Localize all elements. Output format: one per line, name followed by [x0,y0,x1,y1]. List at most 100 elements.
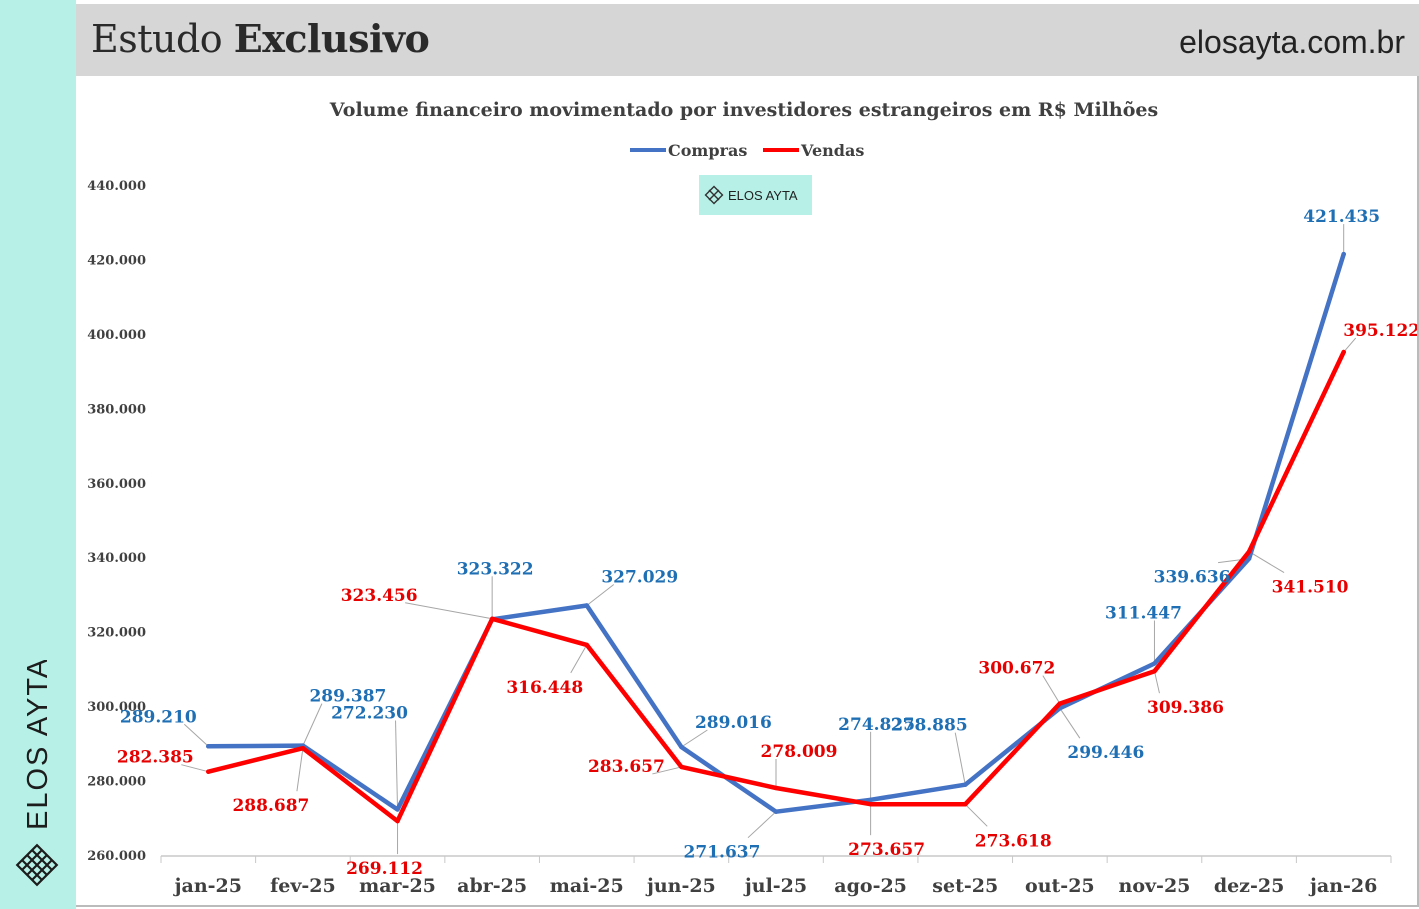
y-tick-label: 320.000 [87,626,146,641]
leader-line [954,732,966,785]
data-label-vendas: 278.009 [761,742,838,762]
data-point-compras [1152,661,1157,666]
header: Estudo Exclusivo elosayta.com.br [76,4,1419,76]
data-label-vendas: 316.448 [506,678,583,698]
data-label-compras: 339.636 [1154,568,1231,588]
data-point-compras [773,809,779,814]
data-label-vendas: 395.122 [1343,321,1419,341]
data-label-vendas: 341.510 [1272,578,1349,598]
x-tick-label: out-25 [1025,875,1095,897]
y-tick-label: 340.000 [87,551,146,566]
x-tick-label: jun-25 [645,875,716,897]
data-point-compras [206,744,211,749]
y-tick-label: 400.000 [87,328,146,343]
legend-vendas-label: Vendas [800,141,864,160]
series-line-compras [206,251,1346,814]
x-tick-label: nov-25 [1119,875,1191,897]
data-point-vendas [1341,349,1346,355]
leader-line [296,748,304,792]
data-point-vendas [489,616,495,622]
leader-line [570,644,588,674]
y-tick-label: 440.000 [87,179,146,194]
leader-line [1042,675,1061,704]
watermark-text: ELOS AYTA [728,188,798,203]
data-point-vendas [868,801,873,807]
data-label-vendas: 323.456 [341,586,418,606]
x-tick-label: mai-25 [550,875,624,897]
line-chart: Volume financeiro movimentado por invest… [87,99,1419,897]
leader-line [1153,671,1160,694]
data-label-compras: 327.029 [601,568,678,588]
sidebar: ELOS AYTA [0,0,76,909]
data-point-vendas [300,746,306,751]
x-tick-label: ago-25 [834,875,907,897]
data-point-compras [1341,251,1346,257]
data-point-vendas [773,785,779,791]
data-label-compras: 274.825 [838,715,915,735]
data-point-compras [584,603,589,608]
leader-line [964,803,988,827]
data-point-compras [679,744,684,750]
data-label-vendas: 282.385 [117,748,194,768]
data-label-vendas: 288.687 [232,796,309,816]
x-tick-label: abr-25 [457,875,527,897]
data-label-compras: 289.387 [309,687,386,707]
leader-line [302,703,323,746]
data-point-vendas [963,802,968,807]
data-point-vendas [584,642,589,648]
leader-line [652,766,682,775]
y-tick-label: 380.000 [87,402,146,417]
x-tick-label: fev-25 [270,875,336,897]
data-label-vendas: 300.672 [978,659,1055,679]
data-label-vendas: 273.657 [848,840,925,860]
leader-line [586,584,615,606]
data-point-vendas [1152,668,1157,674]
legend-compras-label: Compras [668,141,747,160]
title-bold: Exclusivo [233,16,430,61]
data-point-vendas [1057,701,1063,706]
leader-line [681,729,708,748]
data-point-vendas [206,769,211,774]
x-tick-label: mar-25 [359,875,436,897]
data-point-compras [963,782,968,787]
data-label-compras: 289.016 [695,713,772,733]
page-title: Estudo Exclusivo [91,16,430,61]
leader-line [1343,337,1357,353]
y-tick-label: 360.000 [87,477,146,492]
chart-title: Volume financeiro movimentado por invest… [329,99,1158,121]
data-point-vendas [679,764,684,770]
data-label-compras: 278.885 [891,716,968,736]
legend: Compras Vendas [630,141,864,160]
leader-line [183,723,209,747]
watermark-logo-icon [704,185,724,205]
data-label-vendas: 273.618 [975,831,1052,851]
data-label-compras: 299.446 [1067,743,1144,763]
axes: 260.000 280.000 300.000 320.000 340.000 360.0… [87,179,1392,897]
sidebar-brand: ELOS AYTA [15,660,59,887]
label-leader-lines [181,224,1357,855]
x-tick-label: set-25 [932,875,998,897]
data-label-compras: 272.230 [331,703,408,723]
data-label-compras: 323.322 [457,559,534,579]
y-tick-label: 300.000 [87,700,146,715]
x-tick-label: jan-25 [173,875,242,897]
data-label-vendas: 309.386 [1147,698,1224,718]
data-label-compras: 311.447 [1105,604,1182,624]
data-point-compras [868,797,873,803]
data-point-vendas [1246,549,1252,554]
data-point-compras [395,807,400,812]
y-tick-label: 260.000 [87,849,146,864]
leader-line [405,602,493,620]
x-tick-label: dez-25 [1214,875,1285,897]
leader-line [181,764,209,773]
y-tick-label: 420.000 [87,253,146,268]
series-lines [206,251,1346,824]
data-label-compras: 289.210 [120,707,197,727]
data-point-compras [1246,556,1252,561]
leader-line [747,811,777,839]
leader-line [1059,707,1081,739]
data-label-vendas: 283.657 [588,757,665,777]
data-label-compras: 421.435 [1303,207,1380,227]
elos-logo-icon [15,843,59,887]
